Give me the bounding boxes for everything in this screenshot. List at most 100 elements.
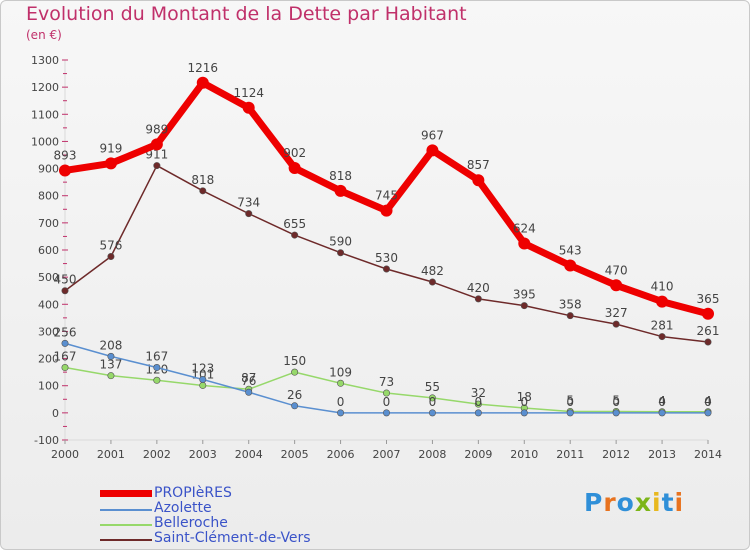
y-tick-label: 800 bbox=[38, 190, 59, 203]
data-label: 543 bbox=[559, 243, 582, 257]
data-point bbox=[382, 389, 390, 397]
data-point bbox=[153, 162, 161, 170]
data-point bbox=[107, 372, 115, 380]
data-point bbox=[288, 162, 301, 175]
data-point bbox=[291, 231, 299, 239]
data-point bbox=[150, 138, 163, 151]
data-label: 167 bbox=[145, 350, 168, 364]
data-label: 745 bbox=[375, 189, 398, 203]
data-label: 0 bbox=[475, 395, 483, 409]
data-point bbox=[472, 174, 485, 187]
data-label: 4 bbox=[658, 394, 666, 408]
y-tick-label: 0 bbox=[52, 407, 59, 420]
data-point bbox=[382, 265, 390, 273]
y-tick-label: 700 bbox=[38, 217, 59, 230]
data-label: 76 bbox=[241, 374, 256, 388]
data-label: 530 bbox=[375, 251, 398, 265]
data-label: 818 bbox=[191, 173, 214, 187]
data-point bbox=[656, 295, 669, 308]
data-label: 1216 bbox=[188, 61, 219, 75]
y-tick-label: 900 bbox=[38, 163, 59, 176]
y-tick-label: 200 bbox=[38, 353, 59, 366]
data-point bbox=[59, 164, 71, 177]
data-label: 0 bbox=[566, 395, 574, 409]
logo-letter: x bbox=[634, 488, 652, 517]
data-label: 87 bbox=[241, 371, 256, 385]
y-tick-label: 1300 bbox=[31, 54, 59, 67]
data-point bbox=[61, 339, 69, 347]
data-label: 624 bbox=[513, 221, 536, 235]
data-label: 410 bbox=[651, 280, 674, 294]
legend-swatch bbox=[100, 509, 152, 511]
data-point bbox=[196, 76, 209, 89]
data-label: 902 bbox=[283, 146, 306, 160]
data-point bbox=[61, 287, 69, 295]
data-point bbox=[291, 402, 299, 410]
data-label: 818 bbox=[329, 169, 352, 183]
data-label: 655 bbox=[283, 217, 306, 231]
data-label: 18 bbox=[517, 390, 532, 404]
data-point bbox=[518, 237, 531, 250]
data-label: 4 bbox=[704, 394, 712, 408]
data-label: 1124 bbox=[233, 86, 264, 100]
data-label: 5 bbox=[612, 394, 620, 408]
data-point bbox=[704, 409, 712, 417]
x-tick-label: 2004 bbox=[235, 448, 263, 461]
data-point bbox=[612, 409, 620, 417]
data-label: 167 bbox=[54, 350, 77, 364]
data-label: 55 bbox=[425, 380, 440, 394]
data-label: 150 bbox=[283, 354, 306, 368]
x-tick-label: 2001 bbox=[97, 448, 125, 461]
data-label: 5 bbox=[566, 394, 574, 408]
data-label: 208 bbox=[99, 338, 122, 352]
y-tick-label: -100 bbox=[34, 434, 59, 447]
data-label: 0 bbox=[704, 395, 712, 409]
data-label: 281 bbox=[651, 319, 674, 333]
data-point bbox=[474, 295, 482, 303]
data-label: 911 bbox=[145, 148, 168, 162]
data-point bbox=[564, 259, 577, 272]
data-point bbox=[426, 144, 439, 157]
legend-label: PROPIèRES bbox=[154, 485, 232, 501]
logo-letter: o bbox=[616, 488, 635, 517]
y-tick-label: 300 bbox=[38, 325, 59, 338]
data-point bbox=[520, 409, 528, 417]
data-label: 32 bbox=[471, 386, 486, 400]
data-point bbox=[702, 307, 714, 320]
data-point bbox=[610, 279, 623, 292]
data-label: 919 bbox=[99, 141, 122, 155]
chart-title: Evolution du Montant de la Dette par Hab… bbox=[26, 3, 467, 25]
data-label: 893 bbox=[54, 148, 77, 162]
x-tick-label: 2009 bbox=[464, 448, 492, 461]
data-label: 989 bbox=[145, 122, 168, 136]
data-point bbox=[291, 368, 299, 376]
data-label: 256 bbox=[54, 325, 77, 339]
data-label: 734 bbox=[237, 196, 260, 210]
data-label: 470 bbox=[605, 263, 628, 277]
data-point bbox=[242, 101, 255, 114]
logo-letter: P bbox=[584, 488, 604, 517]
data-label: 0 bbox=[429, 395, 437, 409]
data-point bbox=[61, 364, 69, 372]
logo-letter: i bbox=[674, 488, 685, 517]
data-point bbox=[428, 409, 436, 417]
data-point bbox=[566, 409, 574, 417]
x-tick-label: 2003 bbox=[189, 448, 217, 461]
legend-swatch bbox=[100, 490, 152, 497]
x-tick-label: 2014 bbox=[694, 448, 722, 461]
data-label: 365 bbox=[697, 292, 720, 306]
data-point bbox=[520, 302, 528, 310]
y-tick-label: 600 bbox=[38, 244, 59, 257]
data-label: 967 bbox=[421, 128, 444, 142]
legend-swatch bbox=[100, 539, 152, 541]
data-label: 420 bbox=[467, 281, 490, 295]
data-label: 327 bbox=[605, 306, 628, 320]
data-point bbox=[658, 409, 666, 417]
data-label: 0 bbox=[337, 395, 345, 409]
data-label: 482 bbox=[421, 264, 444, 278]
y-tick-label: 1000 bbox=[31, 135, 59, 148]
data-label: 395 bbox=[513, 288, 536, 302]
y-tick-label: 400 bbox=[38, 298, 59, 311]
